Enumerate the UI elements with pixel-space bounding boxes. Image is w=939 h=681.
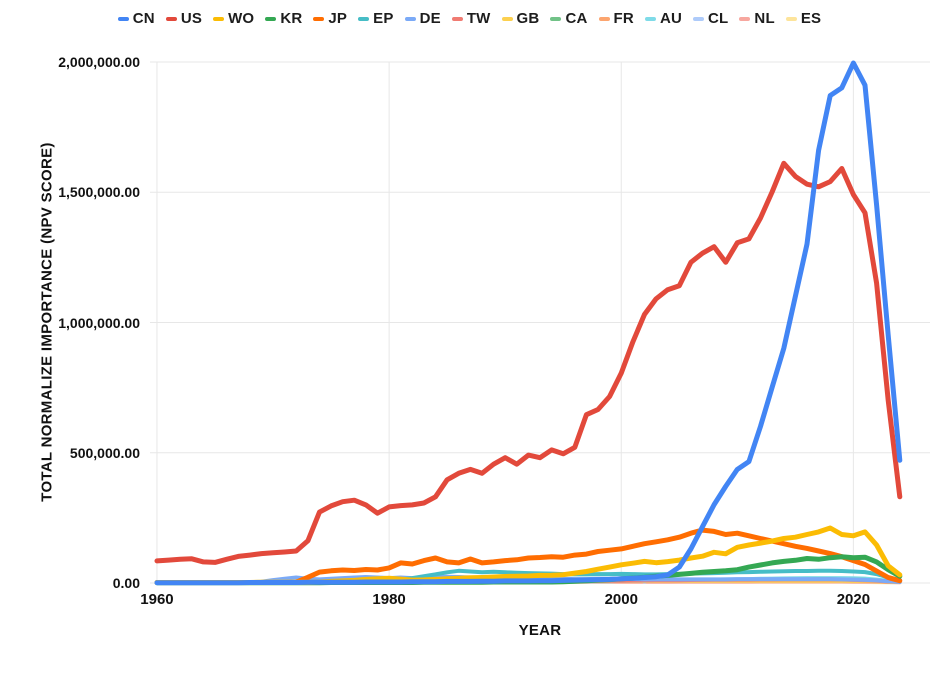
legend-item-KR[interactable]: KR [265,10,302,27]
legend-item-DE[interactable]: DE [404,10,441,27]
y-tick-label: 2,000,000.00 [58,54,140,70]
legend-label: DE [419,10,441,27]
legend-swatch-icon [739,16,751,21]
legend-label: EP [373,10,394,27]
x-axis-title: YEAR [518,622,562,639]
legend-label: KR [280,10,303,27]
legend-swatch-icon [598,16,610,21]
legend-label: FR [613,10,634,27]
legend-swatch-icon [785,16,797,21]
legend-label: US [180,10,203,27]
legend-item-WO[interactable]: WO [213,10,254,27]
legend-swatch-icon [501,16,513,21]
legend-item-AU[interactable]: AU [644,10,683,27]
legend-item-US[interactable]: US [165,10,203,27]
legend-swatch-icon [693,16,705,21]
legend-swatch-icon [117,16,129,21]
x-tick-label: 2020 [836,591,871,608]
legend-swatch-icon [404,16,416,21]
legend-item-TW[interactable]: TW [451,10,491,27]
series-line-CN [154,60,903,586]
legend-item-GB[interactable]: GB [501,10,540,27]
legend-label: ES [800,10,822,27]
y-tick-label: 500,000.00 [69,444,140,461]
legend-label: AU [659,10,683,27]
y-tick-label: 1,500,000.00 [58,184,140,201]
legend-item-JP[interactable]: JP [313,10,347,27]
legend-item-NL[interactable]: NL [739,10,775,27]
legend-swatch-icon [451,16,463,21]
legend-item-CA[interactable]: CA [550,10,587,27]
x-tick-label: 2000 [604,591,638,608]
legend-label: CL [708,10,729,27]
legend-item-ES[interactable]: ES [785,10,822,27]
legend-label: WO [228,10,255,27]
legend-swatch-icon [644,16,656,21]
legend-item-FR[interactable]: FR [598,10,634,27]
legend-swatch-icon [265,16,277,21]
legend-item-EP[interactable]: EP [358,10,393,27]
legend-item-CN[interactable]: CN [117,10,155,27]
legend-swatch-icon [165,16,177,21]
legend-swatch-icon [213,16,225,21]
legend-label: CN [132,10,155,27]
legend-swatch-icon [358,16,370,21]
y-tick-label: 0.00 [112,575,140,591]
legend-item-CL[interactable]: CL [693,10,728,27]
x-tick-label: 1980 [372,591,406,608]
series-line-US [154,160,903,565]
legend-label: CA [565,10,588,27]
legend-swatch-icon [313,16,325,21]
legend-label: NL [754,10,775,27]
legend-swatch-icon [550,16,562,21]
x-tick-label: 1960 [140,591,174,608]
legend-label: JP [328,10,348,27]
legend-label: GB [516,10,540,27]
chart-legend: CN US WO KR JP EP DE TW GB CA FR AU CL NL ES [0,10,939,27]
y-tick-label: 1,000,000.00 [58,314,140,331]
legend-label: TW [466,10,491,27]
